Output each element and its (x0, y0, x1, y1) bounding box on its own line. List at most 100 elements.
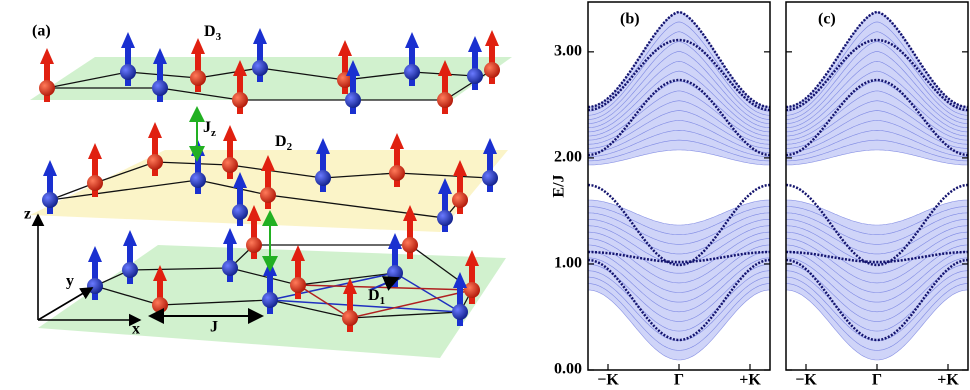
plane-top (30, 57, 512, 100)
bulk-band (588, 110, 770, 149)
label-d3: D3 (204, 23, 222, 43)
spin-head (465, 250, 479, 266)
spin-ball (222, 260, 238, 276)
bulk-band (786, 206, 968, 235)
panel-label: (a) (32, 23, 51, 40)
spin-ball (402, 237, 418, 253)
spin-ball (452, 192, 468, 208)
bulk-band (588, 139, 770, 162)
bulk-band (588, 129, 770, 157)
spin-ball (122, 262, 138, 278)
bulk-band (588, 270, 770, 332)
spin-ball (152, 297, 168, 313)
bulk-band (786, 90, 968, 141)
label-j: J (210, 319, 218, 336)
spin-head (405, 32, 419, 48)
spin-head (453, 160, 467, 176)
bulk-band (588, 31, 770, 116)
bulk-band (588, 206, 770, 235)
sub: 3 (216, 31, 222, 43)
spin-ball (345, 92, 361, 108)
x-tick-label: Γ (674, 372, 684, 389)
schematic: (a) D3 Jz D2 D1 J x y z (24, 23, 512, 358)
bulk-band (786, 41, 968, 120)
spin-head (388, 233, 402, 249)
spin-head (88, 143, 102, 159)
bulk-band (588, 244, 770, 293)
label-jz: Jz (203, 119, 216, 139)
bulk-band (786, 80, 968, 137)
spin-ball (482, 170, 498, 186)
sub: 1 (380, 295, 386, 307)
bulk-band (786, 219, 968, 255)
band-panel: −K Γ +K (785, 1, 969, 389)
sub: 2 (287, 141, 293, 153)
y-axis-label: E/J (551, 174, 568, 197)
spin-ball (147, 154, 163, 170)
bulk-band (588, 276, 770, 341)
edge-band (588, 38, 770, 112)
spin-ball (342, 310, 358, 326)
bulk-band (786, 225, 968, 264)
bulk-band (786, 11, 968, 108)
spin-ball (232, 92, 248, 108)
bulk-band (786, 238, 968, 284)
bulk-band (786, 100, 968, 145)
bulk-band (588, 289, 770, 361)
bulk-band (588, 80, 770, 137)
main: J (203, 119, 211, 136)
spin-ball (437, 210, 453, 226)
spin-head (223, 125, 237, 141)
spin-head (403, 205, 417, 221)
spin-ball (120, 64, 136, 80)
y-tick-label: 1.00 (554, 255, 582, 272)
bulk-band (786, 257, 968, 313)
bulk-band (786, 31, 968, 116)
bulk-band (588, 100, 770, 145)
spin-ball (152, 80, 168, 96)
spin-head (40, 48, 54, 64)
band-panel: 0.00 1.00 2.00 3.00 −K Γ +K (554, 1, 771, 389)
spin-head (438, 60, 452, 76)
bulk-band (786, 244, 968, 293)
spin-head (88, 246, 102, 262)
bulk-band (786, 289, 968, 361)
spin-head (343, 278, 357, 294)
bulk-band (786, 283, 968, 351)
bulk-band (786, 129, 968, 157)
panel-label: (c) (818, 11, 836, 28)
bulk-band (588, 41, 770, 120)
bulk-band (786, 60, 968, 128)
bulk-band (786, 110, 968, 149)
bulk-continuum (588, 200, 770, 360)
spin-head (453, 272, 467, 288)
spin-head (346, 60, 360, 76)
bulk-band (588, 149, 770, 166)
y-tick-label: 0.00 (554, 361, 582, 378)
bulk-band (588, 231, 770, 274)
bulk-band (588, 257, 770, 313)
label-z: z (24, 206, 31, 223)
bulk-band (588, 225, 770, 264)
spin-ball (87, 175, 103, 191)
spin-ball (315, 170, 331, 186)
spin-head (123, 230, 137, 246)
sub: z (211, 127, 216, 139)
spin-ball (262, 292, 278, 308)
spin-ball (290, 277, 306, 293)
spin-head (233, 60, 247, 76)
x-tick-label: +K (739, 372, 761, 389)
label-d1: D1 (368, 287, 385, 307)
bulk-band (786, 251, 968, 303)
edge-band (786, 38, 968, 112)
spin-ball (252, 60, 268, 76)
spin-head (153, 265, 167, 281)
bands (786, 10, 968, 361)
panel-label: (b) (620, 11, 640, 28)
spin-head (485, 30, 499, 46)
axis-y (37, 287, 94, 321)
label-x: x (132, 321, 140, 338)
bulk-band (786, 139, 968, 162)
bulk-band (588, 238, 770, 284)
